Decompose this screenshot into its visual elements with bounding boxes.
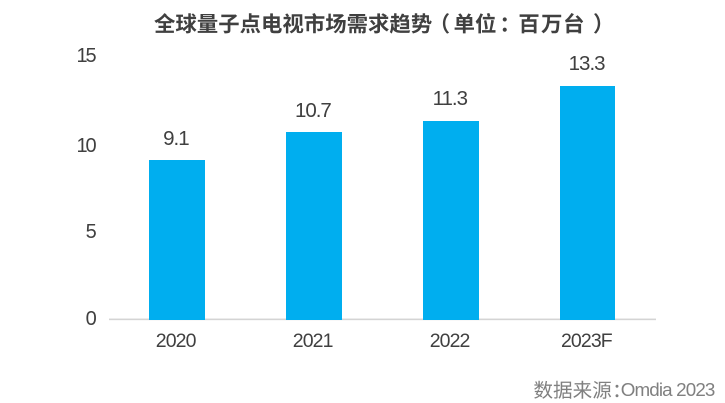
svg-text:Omdia 2023: Omdia 2023 bbox=[621, 379, 715, 400]
